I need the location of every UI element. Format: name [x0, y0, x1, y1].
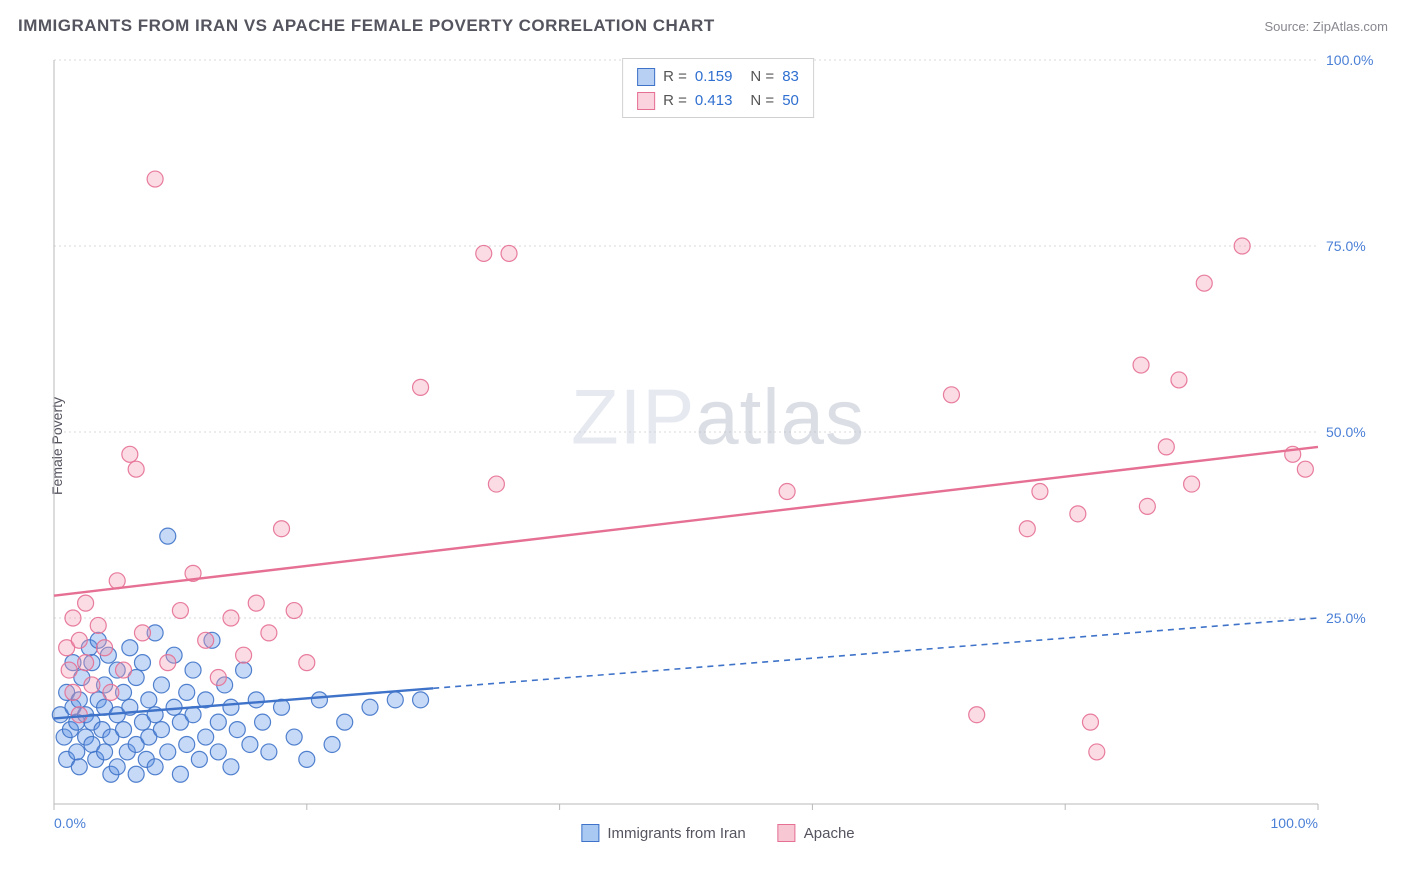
- legend-item-iran: Immigrants from Iran: [581, 824, 745, 842]
- legend-swatch-apache-icon: [778, 824, 796, 842]
- legend-swatch-iran-icon: [581, 824, 599, 842]
- svg-text:75.0%: 75.0%: [1326, 238, 1366, 254]
- svg-text:50.0%: 50.0%: [1326, 424, 1366, 440]
- svg-text:100.0%: 100.0%: [1326, 54, 1373, 68]
- svg-text:100.0%: 100.0%: [1271, 815, 1318, 831]
- legend-item-apache: Apache: [778, 824, 855, 842]
- plot-area: ZIPatlas 25.0%50.0%75.0%100.0% 0.0%100.0…: [48, 54, 1388, 844]
- correlation-legend: R =0.159 N =83 R =0.413 N =50: [622, 58, 814, 118]
- legend-swatch-iran: [637, 68, 655, 86]
- scatter-svg: 25.0% 50.0% 75.0% 100.0% 0.0% 100.0%: [48, 54, 1388, 844]
- source-label: Source: ZipAtlas.com: [1264, 19, 1388, 34]
- legend-row-apache: R =0.413 N =50: [637, 89, 799, 113]
- svg-text:25.0%: 25.0%: [1326, 610, 1366, 626]
- legend-swatch-apache: [637, 92, 655, 110]
- legend-row-iran: R =0.159 N =83: [637, 65, 799, 89]
- series-legend: Immigrants from Iran Apache: [581, 824, 854, 842]
- svg-text:0.0%: 0.0%: [54, 815, 86, 831]
- chart-title: IMMIGRANTS FROM IRAN VS APACHE FEMALE PO…: [18, 16, 715, 36]
